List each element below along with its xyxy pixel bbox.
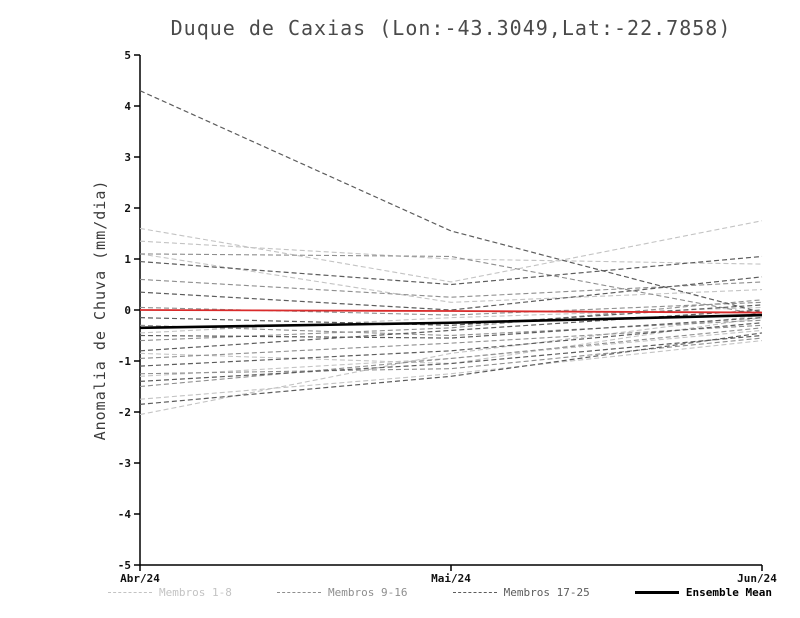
membros-1-8-line [139,240,763,265]
membros-1-8-line [139,314,763,416]
y-tick-label: 5 [124,49,131,62]
y-tick-label: -2 [118,406,131,419]
membros-1-8-line [139,317,763,365]
legend-label: Membros 1-8 [159,586,232,599]
dashed-line-sample-icon [108,592,152,593]
ensemble-mean-line [139,313,763,330]
membros-17-25-line [139,255,763,286]
membros-17-25-line [139,276,763,311]
x-tick-label: Abr/24 [120,572,160,585]
x-tick-label: Jun/24 [737,572,777,585]
y-tick-label: 2 [124,202,131,215]
y-tick-label: 3 [124,151,131,164]
membros-17-25-line [139,90,763,314]
y-tick-label: 0 [124,304,131,317]
legend-item: Membros 1-8 [108,586,232,599]
membros-17-25-line [139,332,763,405]
legend-label: Ensemble Mean [685,586,772,599]
membros-9-16-line [139,327,763,388]
legend-label: Membros 17-25 [503,586,590,599]
membros-1-8-line [139,253,763,303]
legend-label: Membros 9-16 [328,586,408,599]
solid-line-sample-icon [634,591,679,594]
legend: Membros 1-8 Membros 9-16 Membros 17-25 Ense… [108,586,772,599]
dashed-line-sample-icon [452,592,497,593]
y-tick-label: -4 [118,508,132,521]
y-tick-label: 1 [124,253,131,266]
x-tick-label: Mai/24 [431,572,471,585]
membros-9-16-line [139,253,763,316]
reference-red-line-line [139,309,763,314]
y-tick-label: 4 [124,100,131,113]
legend-item: Ensemble Mean [634,586,772,599]
dashed-line-sample-icon [277,592,322,593]
membros-1-8-line [139,220,763,283]
legend-item: Membros 9-16 [277,586,408,599]
membros-17-25-line [139,317,763,339]
y-tick-label: -1 [118,355,132,368]
y-tick-label: -3 [118,457,131,470]
legend-item: Membros 17-25 [452,586,590,599]
y-tick-label: -5 [118,559,131,572]
membros-1-8-line [139,340,763,400]
chart-title: Duque de Caxias (Lon:-43.3049,Lat:-22.78… [170,16,732,40]
